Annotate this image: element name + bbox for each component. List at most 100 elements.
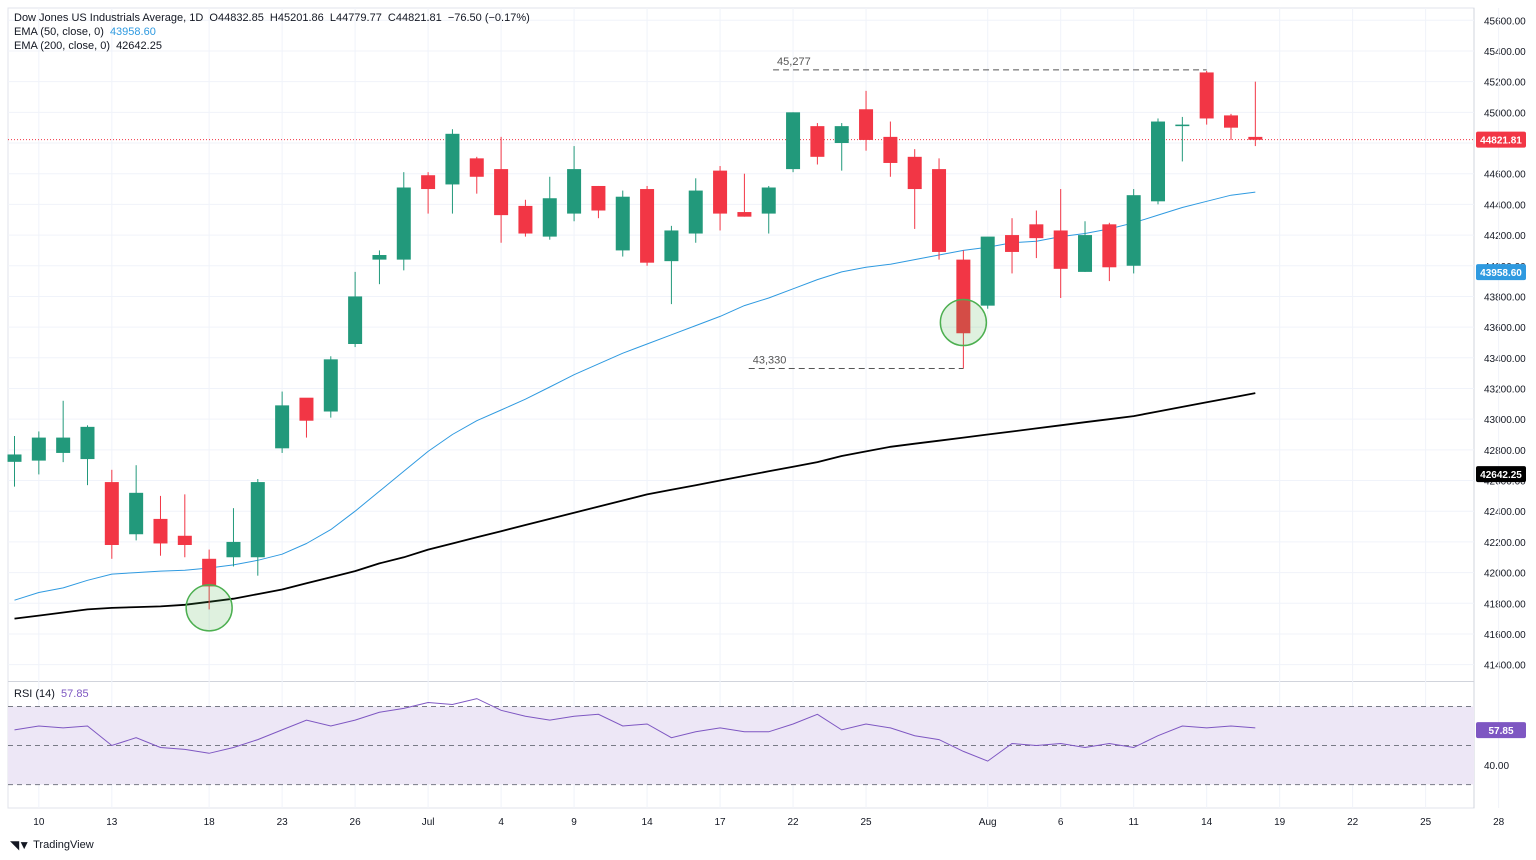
candle xyxy=(372,250,387,285)
candle-body xyxy=(980,236,995,306)
candle-body xyxy=(1029,224,1044,239)
legend-close: 44821.81 xyxy=(395,12,442,24)
candle xyxy=(1175,116,1190,162)
candle xyxy=(786,112,801,173)
y-tick-label: 41600.00 xyxy=(1484,630,1526,641)
candle-body xyxy=(956,259,971,334)
x-tick-label: 9 xyxy=(571,817,577,828)
candle xyxy=(469,156,484,194)
candle-body xyxy=(469,158,484,177)
candle-body xyxy=(1053,230,1068,269)
y-tick-label: 43000.00 xyxy=(1484,415,1526,426)
candle-body xyxy=(1224,115,1238,128)
candle xyxy=(761,185,776,234)
y-tick-label: 41800.00 xyxy=(1484,599,1526,610)
legend-rsi-label: RSI (14) xyxy=(14,688,55,700)
candle-body xyxy=(153,518,168,544)
candle xyxy=(421,172,436,214)
candle xyxy=(567,146,582,222)
candle-body xyxy=(713,170,728,214)
candle-body xyxy=(7,454,22,462)
price-badge-label: 44821.81 xyxy=(1480,136,1522,147)
candle xyxy=(932,158,947,260)
candle xyxy=(1126,189,1141,274)
candle-body xyxy=(396,187,411,260)
price-badge xyxy=(1476,264,1526,281)
candle-body xyxy=(1151,121,1166,202)
candle-body xyxy=(275,405,290,449)
candle-body xyxy=(226,541,241,558)
x-tick-label: 26 xyxy=(350,817,362,828)
x-tick-label: 6 xyxy=(1058,817,1064,828)
candle xyxy=(956,250,971,369)
price-badge-label: 43958.60 xyxy=(1480,268,1522,279)
legend-rsi[interactable]: RSI (14) 57.85 xyxy=(14,688,89,700)
x-tick-label: 4 xyxy=(498,817,504,828)
legend-o-label: O xyxy=(209,12,218,24)
x-tick-label: 17 xyxy=(715,817,727,828)
candle-body xyxy=(664,230,679,262)
x-tick-label: 25 xyxy=(860,817,872,828)
x-tick-label: 22 xyxy=(1347,817,1359,828)
x-tick-label: 14 xyxy=(642,817,654,828)
x-tick-label: 22 xyxy=(787,817,799,828)
legend-high: 45201.86 xyxy=(277,12,324,24)
candle xyxy=(129,465,144,541)
candle xyxy=(1151,118,1166,205)
candle-body xyxy=(202,558,217,587)
legend-ema50[interactable]: EMA (50, close, 0) 43958.60 xyxy=(14,26,156,38)
candle-body xyxy=(542,198,557,237)
legend-c-label: C xyxy=(387,12,396,24)
candle-body xyxy=(883,136,898,163)
candle-body xyxy=(421,175,436,190)
candle-body xyxy=(1102,224,1117,268)
y-tick-label: 42000.00 xyxy=(1484,569,1526,580)
candle xyxy=(859,90,874,151)
candle-body xyxy=(834,126,849,144)
x-tick-label: 10 xyxy=(33,817,45,828)
candle xyxy=(275,391,290,453)
legend-ema200[interactable]: EMA (200, close, 0) 42642.25 xyxy=(14,40,162,52)
legend-ema50-label: EMA (50, close, 0) xyxy=(14,26,104,38)
candle xyxy=(31,431,46,475)
tradingview-brand[interactable]: ◥▼ TradingView xyxy=(10,838,94,852)
candle xyxy=(518,199,533,237)
candle xyxy=(445,129,460,214)
candle-body xyxy=(31,437,46,461)
rsi-badge-label: 57.85 xyxy=(1488,726,1513,737)
annotation-label: 43,330 xyxy=(753,355,787,367)
ema50-line xyxy=(14,191,1256,601)
candle-body xyxy=(859,109,874,140)
candle-body xyxy=(688,190,703,234)
candle xyxy=(664,225,679,305)
candle-body xyxy=(177,535,192,545)
candle-body xyxy=(591,185,606,211)
candle xyxy=(1199,70,1214,125)
candle xyxy=(542,176,557,240)
candle-body xyxy=(518,205,533,234)
candle xyxy=(177,494,192,558)
candle-body xyxy=(323,359,338,412)
plot-frame xyxy=(7,7,1475,809)
candle-body xyxy=(250,482,265,558)
x-tick-label: 25 xyxy=(1420,817,1432,828)
y-tick-label: 45600.00 xyxy=(1484,16,1526,27)
candle xyxy=(1005,218,1020,274)
rsi-line xyxy=(14,698,1256,762)
candle-body xyxy=(786,112,801,170)
candle xyxy=(1248,81,1263,147)
candle-body xyxy=(129,492,144,535)
candle xyxy=(883,121,898,177)
candle xyxy=(640,185,655,266)
candle xyxy=(591,185,606,219)
candle xyxy=(396,172,411,271)
y-tick-label: 44200.00 xyxy=(1484,231,1526,242)
candle-body xyxy=(1199,72,1214,119)
candle xyxy=(104,469,119,559)
legend-change: −76.50 (−0.17%) xyxy=(447,12,530,24)
legend-title: Dow Jones US Industrials Average, 1D xyxy=(14,12,204,24)
candle xyxy=(1053,189,1068,298)
y-tick-label: 45400.00 xyxy=(1484,47,1526,58)
candle xyxy=(202,549,217,610)
